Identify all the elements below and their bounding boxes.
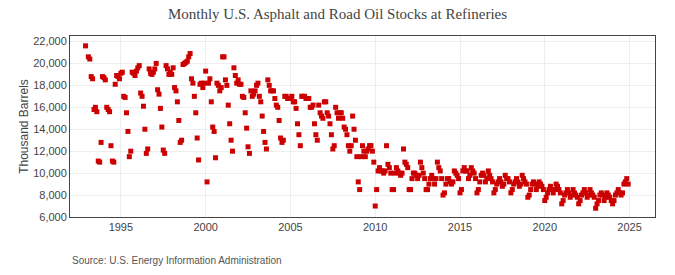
svg-text:8,000: 8,000: [39, 189, 67, 201]
svg-text:2005: 2005: [278, 221, 302, 233]
svg-text:2010: 2010: [363, 221, 387, 233]
svg-text:14,000: 14,000: [33, 123, 67, 135]
svg-text:20,000: 20,000: [33, 57, 67, 69]
svg-text:1995: 1995: [109, 221, 133, 233]
svg-text:6,000: 6,000: [39, 211, 67, 223]
svg-text:Monthly U.S. Asphalt and Road: Monthly U.S. Asphalt and Road Oil Stocks…: [168, 6, 507, 22]
svg-text:12,000: 12,000: [33, 145, 67, 157]
svg-text:22,000: 22,000: [33, 35, 67, 47]
svg-text:Source: U.S. Energy Informatio: Source: U.S. Energy Information Administ…: [72, 255, 282, 266]
svg-text:10,000: 10,000: [33, 167, 67, 179]
svg-text:Thousand Barrels: Thousand Barrels: [17, 79, 31, 174]
svg-text:2020: 2020: [533, 221, 557, 233]
svg-text:18,000: 18,000: [33, 79, 67, 91]
svg-text:16,000: 16,000: [33, 101, 67, 113]
svg-text:2025: 2025: [617, 221, 641, 233]
svg-text:2000: 2000: [193, 221, 217, 233]
svg-text:2015: 2015: [448, 221, 472, 233]
